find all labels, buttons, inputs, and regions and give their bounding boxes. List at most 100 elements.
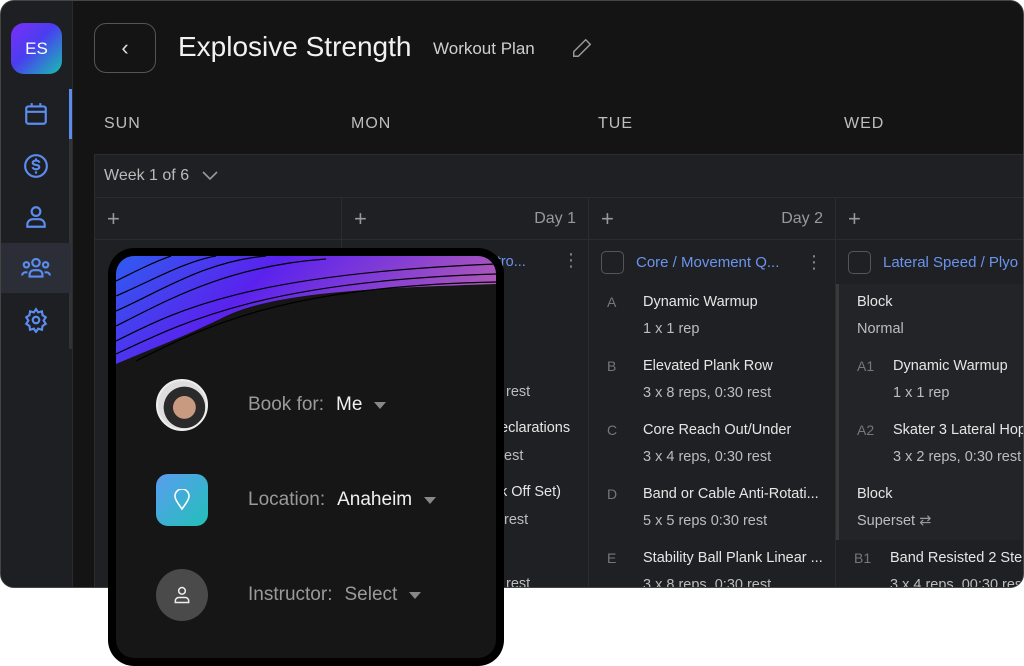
exercise-detail: rest	[506, 384, 531, 400]
page-subtitle: Workout Plan	[433, 39, 535, 58]
exercise-letter: B1	[854, 550, 872, 566]
instructor-avatar	[156, 569, 208, 621]
block: Block Superset ⇄	[839, 476, 1023, 540]
column-tue: + Day 2 Core / Movement Q... ⋮ A Dynamic W…	[589, 198, 836, 588]
exercise-detail: 3 x 8 reps, 0:30 rest	[643, 577, 772, 588]
location-label: Location:	[248, 489, 326, 510]
column-mon: + Day 1 rtro... ⋮ rest eclarations est k …	[342, 198, 589, 588]
sidebar-item-clients[interactable]	[1, 243, 71, 293]
sidebar-item-settings[interactable]	[1, 295, 71, 345]
exercise-item[interactable]: C Core Reach Out/Under 3 x 4 reps, 0:30 re…	[589, 412, 835, 476]
exercise-letter: C	[607, 422, 618, 438]
book-for-label: Book for:	[248, 394, 325, 415]
exercise-detail: 1 x 1 rep	[643, 321, 700, 337]
workout-title[interactable]: Lateral Speed / Plyo	[883, 253, 1019, 271]
group-icon	[21, 257, 51, 278]
column-wed: + Lateral Speed / Plyo Block Normal A1 Dyn…	[836, 198, 1024, 588]
block: Block Normal	[839, 284, 1023, 348]
sidebar: ES	[1, 1, 73, 587]
chevron-down-icon	[202, 171, 218, 181]
edit-button[interactable]	[571, 37, 593, 64]
exercise-item[interactable]: A1 Dynamic Warmup 1 x 1 rep	[839, 348, 1023, 412]
week-label: Week 1 of 6	[104, 167, 190, 184]
instructor-value[interactable]: Select	[344, 584, 398, 605]
exercise-detail: 5 x 5 reps 0:30 rest	[643, 513, 768, 529]
exercise-name: Skater 3 Lateral Hop	[893, 422, 1024, 438]
workout-checkbox[interactable]	[601, 250, 624, 274]
exercise-letter: A2	[857, 422, 875, 438]
exercise-letter: A	[607, 294, 617, 310]
add-workout-button[interactable]: +	[354, 205, 367, 231]
exercise-item[interactable]: A Dynamic Warmup 1 x 1 rep	[589, 284, 835, 348]
week-selector[interactable]: Week 1 of 6	[95, 155, 1023, 198]
day-header-tue: TUE	[598, 115, 633, 132]
location-row[interactable]: Location: Anaheim	[156, 474, 437, 526]
exercise-name: Band or Cable Anti-Rotati...	[643, 486, 819, 502]
block-type: Normal	[857, 321, 904, 337]
day-label: Day 2	[781, 209, 823, 227]
instructor-label: Instructor:	[248, 584, 333, 605]
add-workout-button[interactable]: +	[848, 205, 861, 231]
exercise-name: eclarations	[500, 420, 571, 436]
sidebar-item-calendar[interactable]	[1, 89, 71, 139]
exercise-detail: rest	[506, 576, 531, 588]
block-label: Block	[857, 294, 893, 310]
exercise-item[interactable]: B1 Band Resisted 2 Step 3 x 4 reps, 00:30 …	[836, 540, 1024, 588]
calendar-icon	[25, 103, 47, 125]
more-options-icon[interactable]: ⋮	[805, 251, 823, 272]
back-button[interactable]: ‹	[94, 23, 156, 73]
add-workout-button[interactable]: +	[601, 205, 614, 231]
exercise-item[interactable]: D Band or Cable Anti-Rotati... 5 x 5 reps …	[589, 476, 835, 540]
exercise-detail: 3 x 2 reps, 0:30 rest	[893, 449, 1022, 465]
workout-checkbox[interactable]	[848, 250, 871, 274]
exercise-letter: D	[607, 486, 618, 502]
caret-down-icon[interactable]	[424, 496, 437, 504]
wave-banner	[116, 256, 496, 364]
day-label: Day 1	[534, 209, 576, 227]
map-pin-icon	[174, 489, 190, 511]
user-icon	[174, 586, 190, 604]
sidebar-item-profile[interactable]	[1, 192, 71, 242]
exercise-item[interactable]: B Elevated Plank Row 3 x 8 reps, 0:30 rest	[589, 348, 835, 412]
pencil-icon	[573, 38, 592, 57]
day-header-wed: WED	[844, 115, 885, 132]
day-header-sun: SUN	[104, 115, 141, 132]
exercise-detail: 1 x 1 rep	[893, 385, 950, 401]
exercise-letter: E	[607, 550, 617, 566]
exercise-name: Band Resisted 2 Step	[890, 550, 1024, 566]
workout-header: Lateral Speed / Plyo	[836, 240, 1023, 284]
exercise-detail: 3 x 4 reps, 0:30 rest	[643, 449, 772, 465]
location-icon-tile	[156, 474, 208, 526]
exercise-name: Core Reach Out/Under	[643, 422, 792, 438]
instructor-row[interactable]: Instructor: Select	[156, 569, 422, 621]
exercise-detail: est	[504, 448, 524, 464]
chevron-left-icon: ‹	[121, 35, 129, 60]
booking-card: Book for: Me Location: Anaheim Instructo…	[108, 248, 504, 666]
repeat-icon: ⇄	[919, 513, 932, 529]
exercise-letter: B	[607, 358, 617, 374]
gear-icon	[24, 307, 48, 333]
workout-title[interactable]: Core / Movement Q...	[636, 253, 780, 271]
sidebar-item-payments[interactable]	[1, 141, 71, 191]
book-for-value[interactable]: Me	[336, 394, 363, 415]
avatar	[156, 379, 208, 431]
exercise-detail: 3 x 8 reps, 0:30 rest	[643, 385, 772, 401]
exercise-detail: 3 x 4 reps, 00:30 rest	[890, 577, 1024, 588]
more-options-icon[interactable]: ⋮	[562, 250, 580, 270]
day-header-mon: MON	[351, 115, 392, 132]
add-workout-button[interactable]: +	[107, 205, 120, 231]
dollar-icon	[24, 154, 48, 178]
block-label: Block	[857, 486, 893, 502]
book-for-row[interactable]: Book for: Me	[156, 379, 387, 431]
exercise-item[interactable]: E Stability Ball Plank Linear ... 3 x 8 re…	[589, 540, 835, 588]
location-value[interactable]: Anaheim	[337, 489, 413, 510]
app-logo[interactable]: ES	[11, 23, 62, 74]
exercise-item[interactable]: A2 Skater 3 Lateral Hop 3 x 2 reps, 0:30 r…	[839, 412, 1024, 476]
caret-down-icon[interactable]	[409, 591, 422, 599]
page-title: Explosive Strength	[178, 31, 412, 62]
exercise-name: Dynamic Warmup	[643, 294, 758, 310]
exercise-name: Stability Ball Plank Linear ...	[643, 550, 823, 566]
caret-down-icon[interactable]	[374, 401, 387, 409]
exercise-name: Elevated Plank Row	[643, 358, 773, 374]
exercise-name: Dynamic Warmup	[893, 358, 1008, 374]
